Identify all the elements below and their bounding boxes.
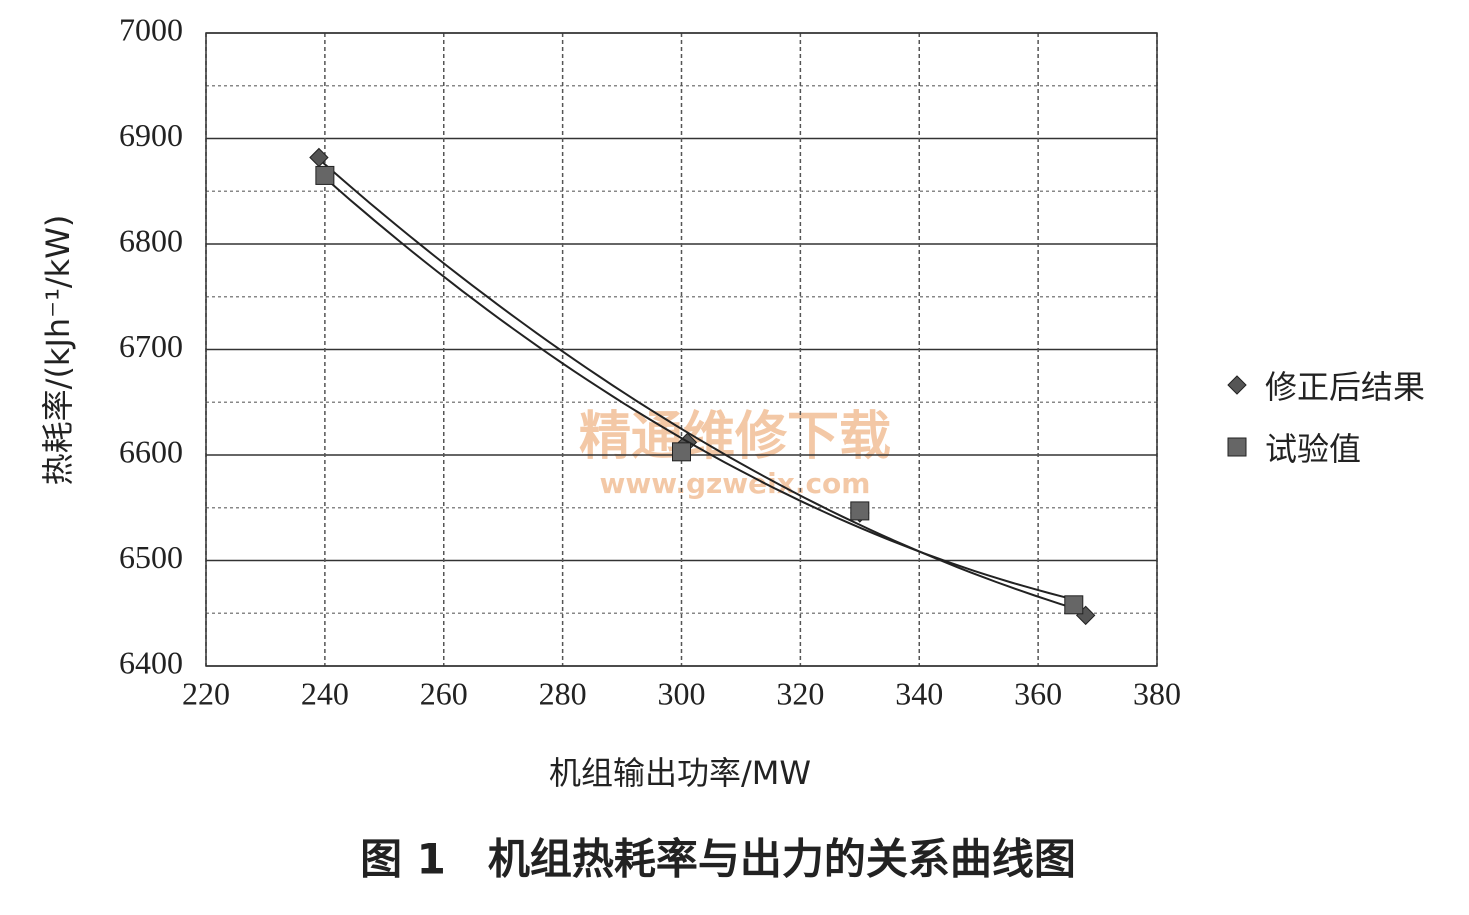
x-tick-label: 320: [776, 675, 824, 711]
trend-line: [324, 177, 1075, 601]
watermark: 精通维修下载: [579, 407, 891, 467]
watermark: www.gzweix.com: [600, 467, 871, 500]
x-tick-label: 280: [539, 675, 587, 711]
x-tick-label: 340: [895, 675, 943, 711]
data-point: [1064, 595, 1084, 615]
x-axis-label: 机组输出功率/MW: [549, 754, 811, 792]
y-tick-label: 6900: [119, 117, 183, 153]
chart-title: 图 1 机组热耗率与出力的关系曲线图: [360, 835, 1076, 884]
y-tick-label: 6600: [119, 433, 183, 469]
x-tick-label: 300: [658, 675, 706, 711]
plot-border: [205, 32, 1158, 667]
x-tick-label: 380: [1133, 675, 1181, 711]
legend-marker: [1227, 375, 1247, 395]
data-point: [850, 501, 870, 521]
data-point: [672, 442, 691, 462]
x-tick-label: 360: [1014, 675, 1062, 711]
x-tick-label: 240: [301, 675, 349, 711]
legend-label: 试验值: [1265, 430, 1361, 468]
y-tick-label: 6400: [119, 644, 183, 680]
legend-marker: [1227, 437, 1247, 457]
x-tick-label: 220: [182, 675, 230, 711]
data-point: [315, 165, 335, 185]
trend-line: [318, 158, 1086, 613]
x-tick-label: 260: [420, 675, 468, 711]
legend-label: 修正后结果: [1265, 368, 1425, 406]
y-tick-label: 6500: [119, 539, 183, 575]
y-tick-label: 7000: [119, 11, 183, 47]
y-axis-label: 热耗率/(kJh⁻¹/kW): [39, 215, 77, 486]
y-tick-label: 6700: [119, 328, 183, 364]
y-tick-label: 6800: [119, 222, 183, 258]
